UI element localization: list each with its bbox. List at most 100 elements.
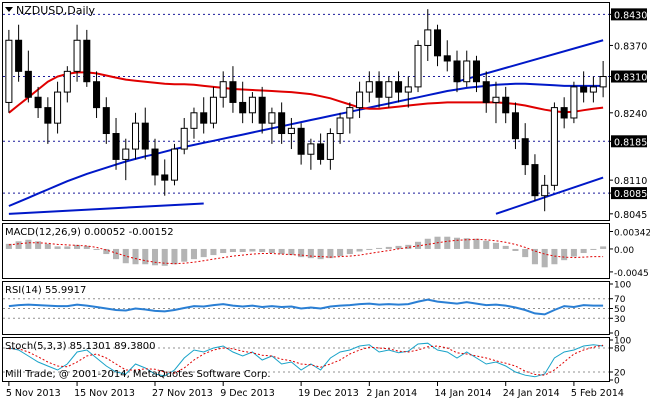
candle <box>307 138 315 170</box>
candle <box>190 107 198 139</box>
macd-histogram-bar <box>220 248 227 254</box>
rsi-axis-label: 50 <box>614 305 626 315</box>
macd-histogram-bar <box>317 248 324 260</box>
macd-histogram-bar <box>327 248 334 259</box>
macd-histogram-bar <box>531 248 538 265</box>
macd-histogram-bar <box>356 248 363 252</box>
macd-axis-label: -0.0045 <box>614 269 649 279</box>
price-axis-label: 0.8310 <box>614 73 647 84</box>
candle <box>24 50 32 103</box>
macd-histogram-bar <box>492 242 499 249</box>
candle <box>511 102 519 150</box>
macd-histogram-bar <box>93 248 100 250</box>
rsi-line <box>8 298 604 316</box>
time-axis-label: 15 Nov 2013 <box>74 388 135 399</box>
macd-histogram-bar <box>395 245 402 249</box>
candle <box>180 117 188 155</box>
macd-histogram-bar <box>122 248 129 264</box>
candle <box>443 40 451 72</box>
candle <box>453 50 461 93</box>
macd-axis-label: 0.00 <box>614 246 634 256</box>
macd-histogram-bar <box>142 248 149 265</box>
macd-histogram-bar <box>337 248 344 257</box>
macd-histogram-bar <box>15 241 22 249</box>
stoch-axis-label: 0 <box>614 377 620 387</box>
candle <box>317 133 325 165</box>
macd-histogram-bar <box>483 240 490 249</box>
macd-histogram-bar <box>132 248 139 265</box>
macd-histogram-bar <box>181 248 188 262</box>
candle <box>73 24 81 82</box>
candle <box>326 128 334 170</box>
candle <box>502 86 510 124</box>
candle <box>365 71 373 103</box>
macd-histogram-bar <box>376 247 383 249</box>
macd-histogram-bar <box>298 248 305 258</box>
macd-histogram-bar <box>463 238 470 249</box>
candle <box>404 76 412 108</box>
time-axis-label: 27 Nov 2013 <box>152 388 213 399</box>
candle <box>83 29 91 87</box>
main-title: NZDUSD,Daily <box>16 4 96 17</box>
candle <box>375 71 383 108</box>
macd-histogram-bar <box>307 248 314 259</box>
main-panel <box>2 2 610 221</box>
macd-histogram-bar <box>600 246 607 249</box>
macd-histogram-bar <box>64 246 71 249</box>
price-axis-label: 0.8045 <box>614 210 647 221</box>
macd-histogram-bar <box>35 241 42 249</box>
macd-histogram-bar <box>444 236 451 249</box>
time-axis-label: 19 Dec 2013 <box>298 388 359 399</box>
candle <box>239 81 247 124</box>
candle <box>131 112 140 160</box>
candle <box>5 29 13 113</box>
macd-histogram-bar <box>229 248 236 253</box>
price-label-box <box>611 70 647 83</box>
candle <box>356 81 364 118</box>
candle <box>63 66 71 103</box>
macd-histogram-bar <box>151 248 159 266</box>
macd-histogram-bar <box>424 238 431 249</box>
candle <box>268 107 276 144</box>
candle <box>589 76 597 103</box>
stoch-main-line <box>8 342 604 378</box>
macd-histogram-bar <box>210 248 217 256</box>
rsi-axis-label: 100 <box>614 281 631 291</box>
chart-menu-icon[interactable] <box>5 7 13 12</box>
candle <box>102 97 110 144</box>
channel-upper-line <box>456 39 604 83</box>
price-axis-label: 0.8185 <box>614 137 647 148</box>
candle <box>161 159 169 196</box>
macd-histogram-bar <box>74 244 81 249</box>
candle <box>550 102 558 191</box>
candle <box>248 92 256 124</box>
price-label-box <box>611 135 647 148</box>
candle <box>531 154 539 201</box>
macd-histogram-bar <box>103 248 110 255</box>
rsi-axis-label: 0 <box>614 330 620 340</box>
macd-histogram-bar <box>259 248 266 253</box>
candle <box>433 24 442 67</box>
stoch-axis-label: 80 <box>614 345 626 355</box>
candle <box>54 81 62 134</box>
macd-histogram-bar <box>113 248 120 260</box>
time-axis-label: 2 Jan 2014 <box>366 388 417 399</box>
macd-signal-line <box>8 238 604 265</box>
time-axis-label: 5 Nov 2013 <box>6 388 61 399</box>
candle <box>336 112 344 144</box>
time-axis-label: 5 Feb 2014 <box>571 388 624 399</box>
macd-histogram-bar <box>54 246 61 249</box>
macd-histogram-bar <box>570 248 577 257</box>
channel-lower-line-recent <box>495 176 604 215</box>
copyright-text: Mill Trade, @ 2001-2014, MetaQuotes Soft… <box>5 369 271 380</box>
rsi-title: RSI(14) 55.9917 <box>5 285 86 296</box>
stoch-panel <box>2 337 610 382</box>
macd-histogram-bar <box>346 248 353 255</box>
slow-moving-average-line <box>8 82 604 207</box>
macd-histogram-bar <box>190 248 197 260</box>
candle <box>482 71 490 113</box>
candle <box>219 71 227 108</box>
macd-axis-label: 0.00342 <box>614 229 650 239</box>
